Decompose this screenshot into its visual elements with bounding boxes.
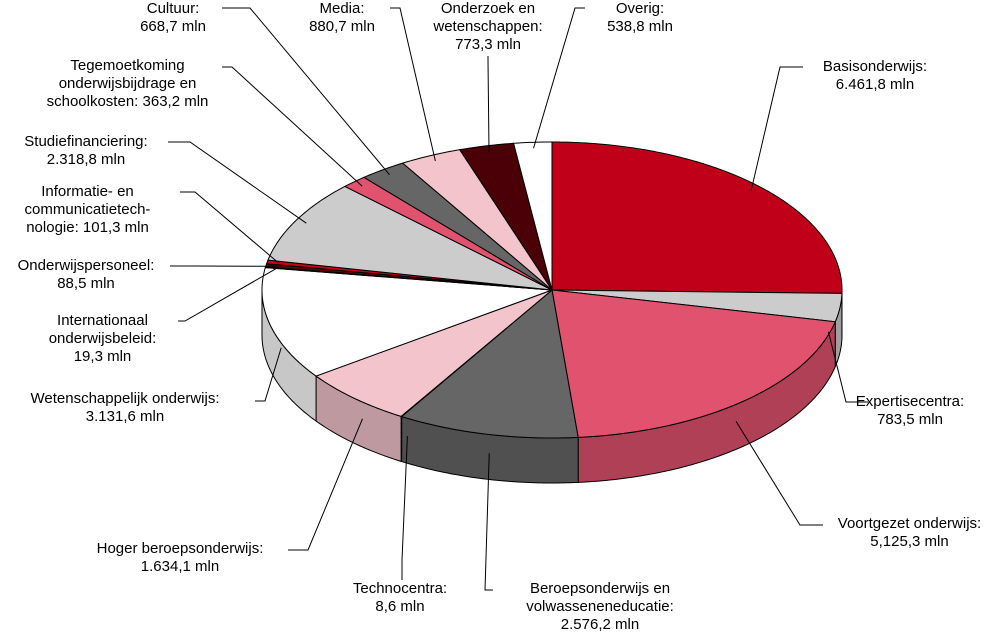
value-label: 5,125,3 mln <box>870 533 949 550</box>
slice-label: Technocentra: 8,6 mln <box>340 580 460 616</box>
leader-line <box>390 7 436 162</box>
value-label: 668,7 mln <box>140 18 206 35</box>
category-label: Hoger beroepsonderwijs: <box>96 540 264 557</box>
slice-label: Onderzoek en wetenschappen: 773,3 mln <box>415 0 561 54</box>
slice-label: Informatie- en communicatietech- nologie… <box>0 183 175 237</box>
slice-label: Onderwijspersoneel: 88,5 mln <box>0 257 172 293</box>
leader-line <box>401 436 408 580</box>
category-label: Media: <box>319 0 365 17</box>
slice <box>267 185 553 291</box>
slice <box>458 142 553 291</box>
leader-line <box>533 7 585 149</box>
slice-label: Beroepsonderwijs en volwasseneneducatie:… <box>495 580 705 634</box>
slice-label: Tegemoetkoming onderwijsbijdrage en scho… <box>25 57 230 111</box>
value-label: 2.576,2 mln <box>560 616 640 633</box>
category-label: Onderzoek en wetenschappen: <box>433 0 543 35</box>
category-label: Onderwijspersoneel: <box>17 257 155 274</box>
leader-line <box>222 66 363 187</box>
value-label: 773,3 mln <box>455 36 521 53</box>
category-label: Technocentra: <box>352 580 448 597</box>
slice <box>314 289 553 417</box>
leader-line <box>222 7 390 175</box>
category-label: Expertisecentra: <box>855 393 965 410</box>
slice-label: Cultuur: 668,7 mln <box>108 0 238 36</box>
slice-label: Studiefinanciering: 2.318,8 mln <box>0 133 172 169</box>
slice-label: Hoger beroepsonderwijs: 1.634,1 mln <box>40 540 320 576</box>
category-label: Overig: <box>615 0 665 17</box>
category-label: Cultuur: <box>146 0 200 17</box>
slice <box>551 141 843 294</box>
slice <box>261 267 553 377</box>
leader-line <box>750 66 803 191</box>
category-label: Beroepsonderwijs en volwasseneneducatie: <box>526 580 674 615</box>
category-label: Internationaal onderwijsbeleid: <box>48 312 157 347</box>
category-label: Tegemoetkoming onderwijsbijdrage en scho… <box>46 57 197 110</box>
value-label: 2.318,8 mln <box>46 151 126 168</box>
leader-line <box>484 453 493 591</box>
category-label: Wetenschappelijk onderwijs: <box>30 390 220 407</box>
category-label: Basisonderwijs: <box>822 58 928 75</box>
category-label: Studiefinanciering: <box>24 133 148 150</box>
slice-label: Wetenschappelijk onderwijs: 3.131,6 mln <box>0 390 250 426</box>
leader-line <box>168 141 307 224</box>
slice <box>512 141 553 291</box>
leader-line <box>178 267 278 322</box>
value-label: 8,6 mln <box>375 598 425 615</box>
value-label: 19,3 mln <box>73 348 132 365</box>
slice <box>362 162 553 291</box>
leader-line <box>255 347 282 402</box>
value-label: 880,7 mln <box>309 18 375 35</box>
slice-label: Basisonderwijs: 6.461,8 mln <box>795 58 955 94</box>
value-label: 88,5 mln <box>57 275 115 292</box>
leader-line <box>288 418 363 551</box>
slice-label: Voortgezet onderwijs: 5,125,3 mln <box>822 515 996 551</box>
leader-line <box>180 191 279 264</box>
value-label: 6.461,8 mln <box>835 76 915 93</box>
value-label: 3.131,6 mln <box>85 408 165 425</box>
category-label: Informatie- en communicatietech- nologie… <box>24 183 151 236</box>
slice-label: Internationaal onderwijsbeleid: 19,3 mln <box>15 312 190 366</box>
slice-label: Media: 880,7 mln <box>288 0 396 36</box>
category-label: Voortgezet onderwijs: <box>837 515 982 532</box>
slice-label: Expertisecentra: 783,5 mln <box>840 393 980 429</box>
value-label: 1.634,1 mln <box>140 558 220 575</box>
leader-line <box>735 421 823 526</box>
leader-line <box>827 331 868 403</box>
value-label: 783,5 mln <box>877 411 943 428</box>
slice <box>401 149 553 291</box>
value-label: 101,3 mln <box>82 219 149 236</box>
slice <box>343 176 553 291</box>
slice <box>400 289 579 439</box>
slice <box>551 289 836 438</box>
value-label: 538,8 mln <box>607 18 673 35</box>
slice-label: Overig: 538,8 mln <box>580 0 700 36</box>
value-label: 363,2 mln <box>142 93 209 110</box>
leader-line <box>487 56 490 152</box>
